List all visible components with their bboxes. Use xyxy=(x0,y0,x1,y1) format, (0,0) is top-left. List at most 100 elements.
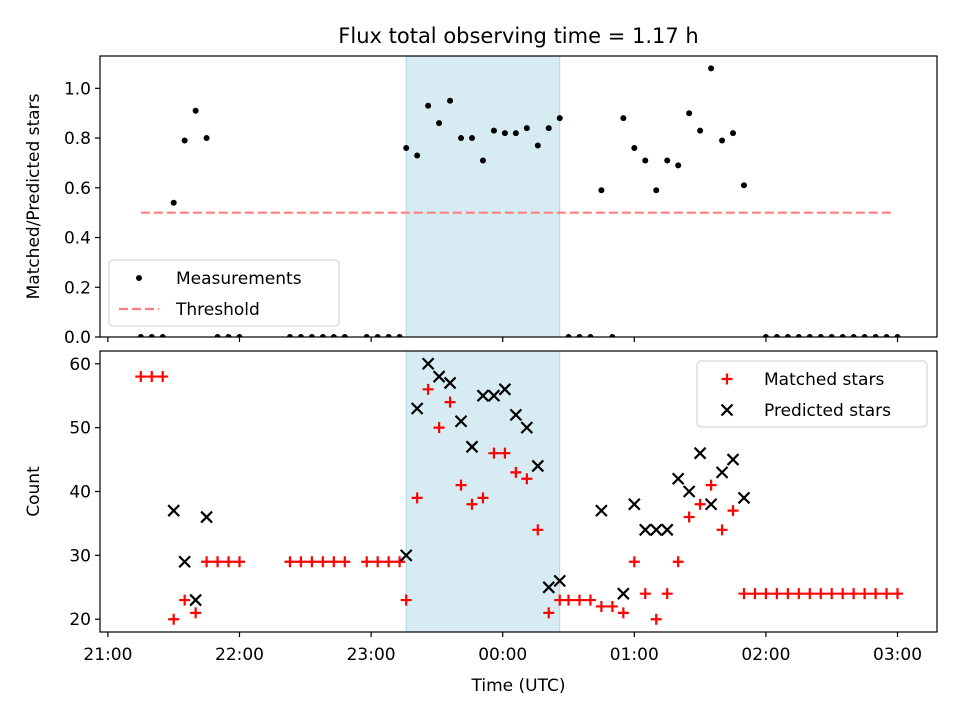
predicted-star-point xyxy=(421,357,435,371)
matched-star-point xyxy=(135,371,147,383)
y-tick-label: 0.6 xyxy=(64,179,91,199)
marker-layer xyxy=(135,357,904,625)
matched-star-point xyxy=(881,588,893,600)
measurement-point xyxy=(719,137,726,144)
matched-star-point xyxy=(870,588,882,600)
matched-star-point xyxy=(422,383,434,395)
x-tick-label: 23:00 xyxy=(347,645,396,665)
predicted-star-point xyxy=(410,402,424,415)
predicted-star-point xyxy=(399,549,413,562)
predicted-star-point xyxy=(639,523,652,537)
measurement-point xyxy=(170,199,177,206)
measurement-point xyxy=(181,137,188,144)
measurement-point xyxy=(425,102,432,109)
measurement-point xyxy=(631,145,638,152)
matched-star-point xyxy=(190,607,202,619)
matched-star-point xyxy=(727,505,739,517)
legend-label: Threshold xyxy=(175,300,260,320)
matched-star-point xyxy=(716,524,728,536)
measurement-point xyxy=(501,130,508,137)
predicted-star-point xyxy=(693,446,707,460)
matched-star-point xyxy=(815,588,827,600)
measurement-point xyxy=(319,334,326,337)
predicted-star-point xyxy=(628,497,641,511)
measurement-point xyxy=(396,334,403,337)
matched-star-point xyxy=(223,556,235,568)
matched-star-point xyxy=(411,492,423,504)
measurement-point xyxy=(762,334,769,337)
measurement-point xyxy=(565,334,572,337)
measurement-point xyxy=(861,334,868,337)
ratio-panel: 0.0 0.2 0.4 0.6 0.8 1.0 Matched/Predicted star… xyxy=(24,55,938,348)
matched-star-point xyxy=(760,588,772,600)
matched-star-point xyxy=(317,556,329,568)
measurement-point xyxy=(850,334,857,337)
matched-star-point xyxy=(477,492,489,504)
measurement-point xyxy=(675,162,682,169)
predicted-star-point xyxy=(167,504,180,517)
matched-star-point xyxy=(738,588,750,600)
matched-star-point xyxy=(521,473,533,485)
marker-layer xyxy=(137,65,901,337)
matched-star-point xyxy=(793,588,805,600)
measurement-point xyxy=(587,334,594,337)
measurement-point xyxy=(576,334,583,337)
matched-star-point xyxy=(705,479,717,491)
predicted-star-point xyxy=(432,370,446,383)
legend: Matched stars Predicted stars xyxy=(696,360,928,428)
x-tick-label: 03:00 xyxy=(873,645,922,665)
matched-star-point xyxy=(510,466,522,478)
matched-star-point xyxy=(361,556,373,568)
y-tick-label: 1.0 xyxy=(64,79,91,99)
matched-star-point xyxy=(383,556,395,568)
matched-star-point xyxy=(573,594,585,606)
legend-marker-measurements xyxy=(136,275,142,281)
count-panel: 20 30 40 50 60 21:00 22:00 23:00 00:00 01:00 02:00… xyxy=(24,350,938,696)
measurement-point xyxy=(642,157,649,164)
measurement-point xyxy=(363,334,370,337)
matched-star-point xyxy=(488,447,500,459)
predicted-star-point xyxy=(509,408,523,422)
measurement-point xyxy=(385,334,392,337)
predicted-star-point xyxy=(465,440,479,454)
measurement-point xyxy=(436,120,443,127)
legend-box xyxy=(108,259,340,327)
measurement-point xyxy=(708,65,715,72)
matched-star-point xyxy=(804,588,816,600)
measurement-point xyxy=(469,135,475,142)
measurement-point xyxy=(512,130,519,137)
measurement-point xyxy=(620,115,627,122)
measurement-point xyxy=(236,334,243,337)
matched-star-point xyxy=(284,556,296,568)
predicted-star-point xyxy=(671,472,685,486)
measurement-point xyxy=(784,334,791,337)
legend-label: Matched stars xyxy=(764,370,884,390)
x-axis-label: Time (UTC) xyxy=(471,676,566,696)
matched-star-point xyxy=(157,371,169,383)
measurement-point xyxy=(653,187,660,194)
matched-star-point xyxy=(694,498,706,510)
predicted-star-point xyxy=(595,504,608,517)
x-tick-label: 00:00 xyxy=(478,645,527,665)
predicted-star-point xyxy=(189,593,202,607)
measurement-point xyxy=(697,127,704,134)
matched-star-point xyxy=(328,556,340,568)
predicted-star-point xyxy=(715,466,729,479)
legend-label: Measurements xyxy=(176,269,302,289)
matched-star-point xyxy=(859,588,871,600)
measurement-point xyxy=(686,110,693,117)
matched-star-point xyxy=(201,556,213,568)
measurement-point xyxy=(740,182,747,189)
x-tick-label: 22:00 xyxy=(215,645,264,665)
measurement-point xyxy=(159,334,166,337)
matched-star-point xyxy=(628,556,640,568)
measurement-point xyxy=(817,334,824,337)
matched-star-point xyxy=(617,607,629,619)
measurement-point xyxy=(148,334,155,337)
measurement-point xyxy=(203,135,210,142)
measurement-point xyxy=(479,157,486,164)
matched-star-point xyxy=(661,588,673,600)
matched-star-point xyxy=(771,588,783,600)
legend-marker-predicted xyxy=(720,403,734,417)
matched-star-point xyxy=(339,556,351,568)
